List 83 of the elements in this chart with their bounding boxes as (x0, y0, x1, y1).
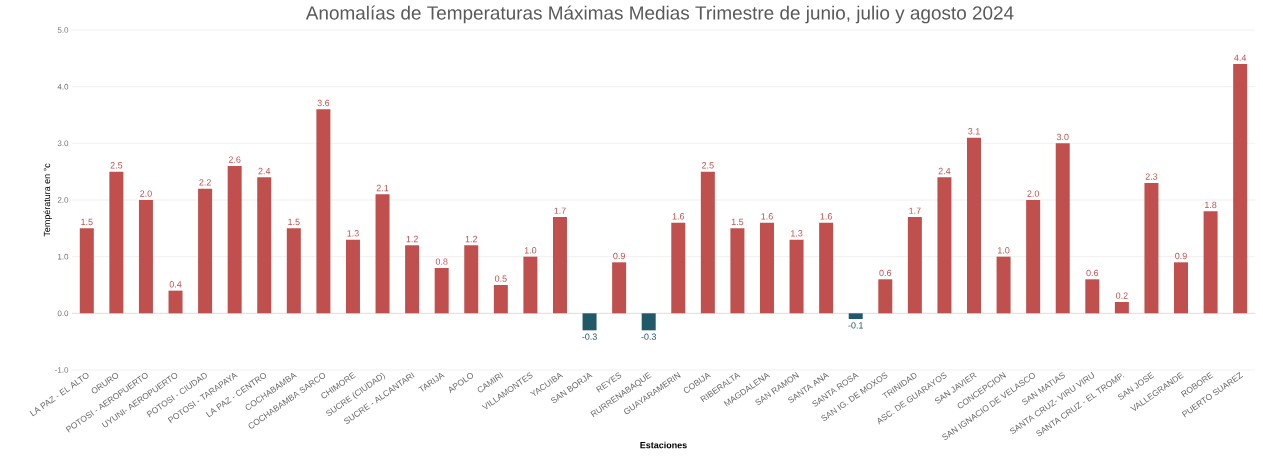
bar (523, 256, 538, 314)
data-label: 1.2 (406, 235, 418, 243)
bar (109, 171, 124, 314)
bar (1144, 182, 1159, 314)
bar (1055, 143, 1070, 314)
data-label: 0.6 (879, 269, 892, 277)
bar (493, 284, 508, 314)
data-label: 1.2 (465, 235, 478, 243)
bar (138, 199, 153, 314)
data-label: 2.2 (199, 179, 211, 186)
data-label: 1.6 (761, 213, 773, 220)
bar (848, 313, 863, 319)
data-label: 0.8 (435, 258, 448, 265)
bar (700, 171, 715, 314)
data-label: 1.0 (998, 247, 1010, 254)
bar (464, 245, 479, 314)
bar (198, 188, 213, 314)
data-label: 2.0 (1027, 190, 1040, 197)
bar (405, 245, 420, 314)
bar (789, 239, 804, 314)
data-label: 0.9 (1175, 252, 1187, 260)
bar (375, 194, 390, 314)
data-label: -0.3 (641, 333, 657, 340)
data-label: 1.5 (731, 218, 744, 226)
bar (286, 228, 301, 314)
bar (79, 228, 94, 314)
data-label: 1.3 (347, 230, 359, 237)
data-label: 0.2 (1115, 292, 1128, 299)
data-label: 1.7 (909, 207, 921, 214)
bar (937, 177, 952, 314)
data-label: -0.1 (848, 322, 863, 329)
data-label: 2.5 (110, 162, 123, 169)
data-label: 2.3 (1145, 173, 1158, 180)
bar (434, 267, 449, 314)
bar (1203, 211, 1218, 314)
bar (907, 216, 922, 314)
chart-title: Anomalías de Temperaturas Máximas Medias Trimestre de junio, julio y agosto 2024 (305, 5, 1014, 24)
bar (257, 177, 272, 314)
data-label: 2.6 (228, 156, 241, 163)
bar (612, 262, 627, 314)
data-label: 3.0 (1056, 133, 1069, 141)
data-label: 0.5 (494, 275, 507, 282)
data-label: -0.3 (582, 333, 597, 340)
data-label: 2.4 (258, 167, 271, 175)
data-label: 1.0 (524, 247, 537, 254)
bar (345, 239, 360, 314)
data-label: 2.4 (938, 167, 951, 175)
bar (552, 216, 567, 314)
bar (730, 228, 745, 314)
bar (1114, 301, 1129, 314)
data-label: 1.3 (791, 230, 803, 237)
data-label: 2.0 (140, 190, 152, 197)
data-label: 3.6 (317, 99, 330, 107)
bar (819, 222, 834, 314)
bar (1085, 279, 1100, 314)
bar (582, 313, 597, 331)
y-axis-title: Températura en °c (43, 163, 52, 237)
data-label: 1.5 (288, 218, 300, 226)
data-label: 3.1 (968, 128, 980, 135)
data-label: 0.4 (169, 281, 182, 288)
bar (967, 137, 981, 314)
bar (671, 222, 686, 314)
bar (759, 222, 774, 314)
bar (316, 109, 331, 314)
data-label: 0.9 (613, 252, 625, 260)
data-label: 2.1 (376, 184, 389, 192)
data-label: 1.7 (554, 207, 566, 214)
data-label: 4.4 (1234, 54, 1247, 61)
x-axis-title: Estaciones (640, 441, 687, 449)
bar (1174, 262, 1189, 314)
data-label: 1.8 (1205, 201, 1217, 209)
bar (641, 313, 656, 331)
bar (1233, 63, 1248, 314)
data-label: 0.6 (1086, 269, 1099, 277)
bar (168, 290, 183, 314)
bar (996, 256, 1011, 314)
bar (227, 165, 242, 314)
data-label: 2.5 (702, 162, 714, 169)
data-label: 1.6 (672, 213, 685, 220)
bar (878, 279, 893, 314)
data-label: 1.5 (81, 218, 93, 226)
data-label: 1.6 (820, 213, 832, 220)
bar (1026, 199, 1041, 314)
